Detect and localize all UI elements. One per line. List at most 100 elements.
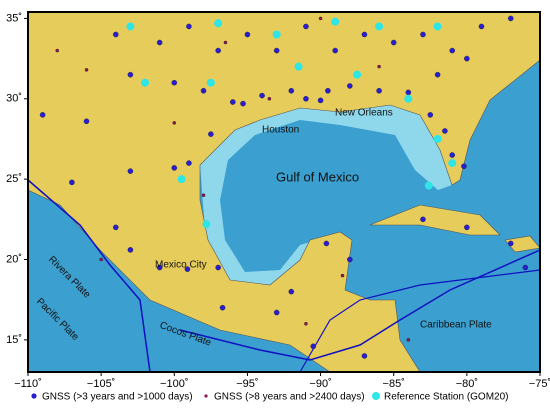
station	[340, 273, 345, 278]
station	[304, 322, 308, 326]
station	[83, 118, 90, 125]
station	[507, 240, 514, 247]
station	[461, 163, 467, 170]
station	[294, 62, 303, 71]
station	[347, 256, 353, 263]
station	[156, 39, 163, 46]
station	[464, 55, 470, 62]
x-tick-label: −100˚	[160, 378, 188, 390]
station	[208, 131, 214, 137]
station	[325, 88, 331, 94]
station	[448, 159, 457, 168]
station	[55, 48, 60, 53]
station	[424, 181, 433, 190]
station	[177, 175, 186, 184]
station	[405, 89, 412, 96]
station	[449, 47, 455, 54]
station	[126, 22, 135, 31]
station	[442, 128, 448, 134]
station	[156, 264, 163, 271]
frame	[27, 11, 541, 373]
station	[113, 224, 119, 231]
station	[171, 79, 178, 86]
station	[201, 193, 206, 197]
station	[172, 121, 177, 125]
station	[522, 264, 529, 271]
station	[507, 15, 514, 22]
station	[171, 165, 178, 171]
station	[433, 134, 442, 143]
station	[113, 31, 119, 38]
station	[375, 22, 384, 31]
plate-boundary	[299, 269, 541, 373]
station	[376, 88, 382, 94]
y-tick-label: 20˚	[6, 253, 22, 265]
legend: GNSS (>3 years and >1000 days) GNSS (>8 y…	[31, 392, 509, 403]
station	[127, 247, 134, 253]
x-tick-label: −105˚	[87, 378, 115, 390]
x-tick-label: −110˚	[14, 378, 42, 390]
station	[273, 309, 280, 316]
station	[303, 23, 309, 30]
station	[186, 160, 192, 166]
station	[127, 168, 134, 174]
legend-marker	[204, 394, 208, 398]
station	[99, 257, 103, 262]
stations	[39, 15, 529, 359]
station	[449, 152, 455, 158]
station	[478, 23, 485, 30]
station	[215, 264, 221, 271]
station	[69, 179, 75, 186]
legend-marker	[372, 392, 380, 400]
station	[434, 71, 441, 78]
station	[273, 47, 280, 54]
station	[323, 240, 330, 247]
place-label: Mexico City	[155, 260, 207, 271]
station	[361, 353, 368, 359]
station	[288, 288, 295, 295]
station	[377, 64, 381, 69]
station	[267, 97, 272, 101]
station	[200, 88, 207, 94]
y-tick-label: 15˚	[6, 334, 22, 346]
station	[464, 224, 470, 231]
x-tick-label: −75˚	[529, 378, 550, 390]
station	[215, 47, 221, 54]
station	[184, 266, 191, 272]
x-tick-label: −95˚	[236, 378, 258, 390]
x-tick-label: −90˚	[309, 378, 331, 390]
station	[141, 78, 150, 87]
station	[353, 70, 362, 79]
y-tick-label: 25˚	[6, 173, 22, 185]
station	[420, 31, 426, 38]
station	[404, 94, 413, 103]
station	[244, 31, 251, 38]
plate-boundary	[27, 179, 151, 373]
x-tick-label: −80˚	[456, 378, 478, 390]
station	[420, 216, 426, 223]
legend-label: GNSS (>3 years and >1000 days)	[42, 392, 193, 403]
place-label: Gulf of Mexico	[276, 169, 359, 184]
station	[230, 99, 236, 105]
station	[361, 31, 368, 38]
station	[288, 88, 295, 94]
station	[202, 220, 211, 229]
y-tick-label: 35˚	[6, 12, 22, 24]
station	[84, 68, 89, 72]
place-label: Houston	[262, 125, 299, 136]
station	[310, 343, 317, 350]
x-tick-label: −85˚	[383, 378, 405, 390]
place-label: Caribbean Plate	[420, 320, 492, 331]
station	[332, 47, 338, 54]
legend-label: Reference Station (GOM20)	[384, 392, 509, 403]
station	[317, 97, 324, 104]
station	[259, 92, 265, 99]
station	[223, 40, 228, 45]
station	[39, 112, 46, 118]
place-label: New Orleans	[335, 108, 393, 119]
station	[427, 112, 434, 118]
station	[331, 17, 340, 26]
station	[347, 83, 353, 89]
